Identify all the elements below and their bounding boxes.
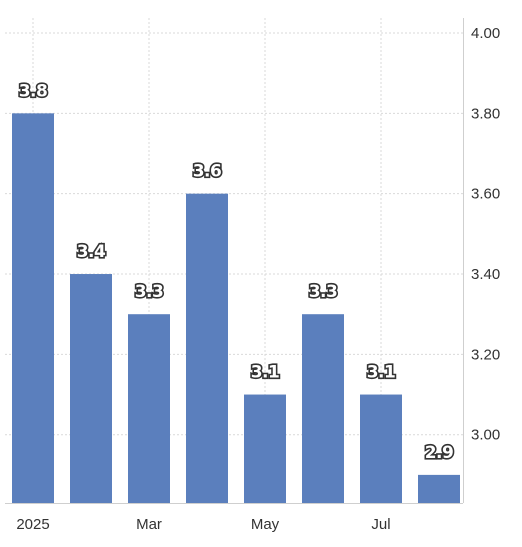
- bar: [128, 314, 170, 503]
- data-label: 3.3: [135, 282, 164, 302]
- bar: [12, 113, 54, 503]
- data-label: 2.9: [425, 443, 454, 463]
- bar: [302, 314, 344, 503]
- y-tick-label: 3.00: [471, 427, 500, 444]
- x-tick-label: Mar: [136, 516, 162, 533]
- data-label: 3.4: [77, 242, 106, 262]
- axes: [5, 18, 464, 504]
- data-label: 3.8: [19, 81, 48, 101]
- data-label: 3.1: [251, 363, 280, 383]
- x-tick-label: 2025: [16, 516, 49, 533]
- y-tick-label: 3.40: [471, 266, 500, 283]
- y-tick-labels: 3.00 3.20 3.40 3.60 3.80 4.00: [471, 25, 500, 444]
- bar: [360, 394, 402, 503]
- x-tick-label: Jul: [371, 516, 390, 533]
- bar: [70, 274, 112, 503]
- data-label: 3.6: [193, 162, 222, 182]
- y-tick-label: 3.60: [471, 186, 500, 203]
- x-tick-labels: 2025 Mar May Jul: [16, 516, 390, 533]
- x-tick-label: May: [251, 516, 280, 533]
- bar: [186, 193, 228, 503]
- bar: [244, 394, 286, 503]
- y-tick-label: 4.00: [471, 25, 500, 42]
- y-tick-label: 3.80: [471, 105, 500, 122]
- bars: [12, 113, 460, 503]
- y-tick-label: 3.20: [471, 346, 500, 363]
- data-label: 3.3: [309, 282, 338, 302]
- bar: [418, 474, 460, 503]
- data-label: 3.1: [367, 363, 396, 383]
- data-labels: 3.8 3.4 3.3 3.6 3.1 3.3 3.1 2.9: [17, 80, 455, 465]
